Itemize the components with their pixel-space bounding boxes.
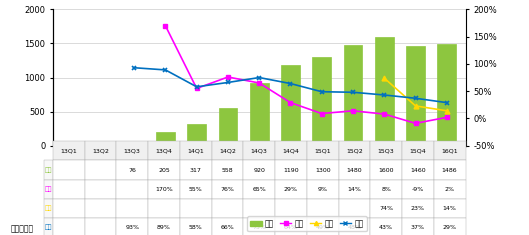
Bar	[218, 108, 238, 146]
Bar	[250, 83, 269, 146]
Bar	[344, 45, 362, 146]
Bar	[375, 37, 394, 146]
Bar	[437, 44, 456, 146]
Legend: 会员, 环比, 同比, 占比: 会员, 环比, 同比, 占比	[247, 216, 367, 231]
Bar	[406, 46, 425, 146]
Bar	[312, 57, 331, 146]
Text: （万美元）: （万美元）	[11, 225, 34, 234]
Bar	[281, 65, 300, 146]
Bar	[187, 124, 206, 146]
Bar	[156, 132, 175, 146]
Bar	[125, 141, 143, 146]
